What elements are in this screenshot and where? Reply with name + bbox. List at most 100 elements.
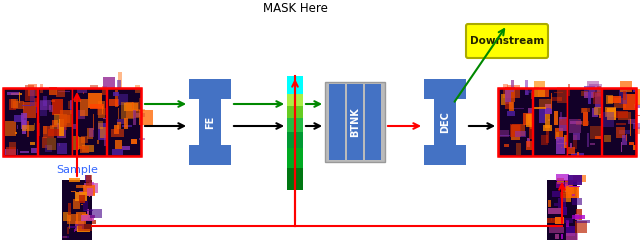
Bar [40,84,43,93]
Text: MASK Here: MASK Here [262,2,328,16]
Bar [570,122,582,124]
Bar [578,119,580,120]
Bar [633,145,636,150]
Bar [424,79,466,99]
Bar [5,121,17,136]
Bar [50,125,63,129]
Bar [573,175,586,182]
Bar [122,146,130,150]
Bar [17,125,19,129]
Bar [38,88,72,156]
Bar [106,88,141,156]
Bar [424,145,466,165]
Bar [564,142,575,145]
Bar [15,132,17,134]
Text: DEC: DEC [440,111,450,133]
Bar [31,148,41,152]
Bar [515,131,526,137]
Bar [92,220,96,224]
Bar [62,180,92,240]
Bar [98,101,104,118]
Bar [72,88,106,156]
Bar [545,104,552,114]
Bar [606,110,609,116]
Bar [614,98,627,108]
Bar [287,132,303,148]
Bar [49,132,52,133]
Bar [509,102,513,111]
Bar [6,92,19,95]
Bar [56,89,65,97]
Bar [68,102,81,110]
Bar [25,85,34,101]
Bar [28,84,36,96]
Bar [551,97,562,101]
Bar [133,109,145,111]
Bar [635,115,640,116]
Bar [84,210,93,212]
Bar [547,180,577,240]
Bar [112,149,123,155]
Bar [572,194,575,196]
Bar [3,88,37,156]
Bar [504,144,509,147]
Bar [534,81,545,98]
Bar [122,125,132,127]
Bar [510,124,521,137]
Bar [556,174,569,182]
Bar [11,99,18,108]
Text: Sample: Sample [56,165,98,175]
Bar [115,141,122,149]
Bar [102,118,108,119]
Bar [73,136,79,151]
Bar [528,90,537,93]
Bar [499,130,509,137]
Bar [568,175,582,185]
Bar [51,100,55,102]
Bar [68,203,70,215]
Bar [35,88,46,89]
Bar [607,108,616,120]
Bar [590,126,604,139]
Bar [559,112,562,122]
Bar [547,99,548,100]
Bar [566,220,568,227]
Bar [85,175,92,182]
Bar [77,229,90,232]
Bar [506,90,511,103]
Bar [43,126,47,134]
Bar [82,215,91,220]
Bar [19,92,20,103]
Bar [531,91,541,99]
Bar [588,92,591,104]
Bar [117,80,122,88]
Bar [634,89,636,92]
Bar [616,127,625,138]
Bar [634,104,640,108]
Bar [556,182,569,188]
Bar [56,122,67,138]
Bar [558,198,566,208]
Bar [534,87,539,97]
Bar [635,89,640,105]
Bar [572,215,585,219]
Bar [599,114,604,118]
Bar [102,106,103,114]
Bar [570,143,572,148]
Bar [3,88,141,156]
Bar [554,111,558,125]
Bar [21,113,28,129]
Bar [58,143,67,154]
Bar [34,98,41,107]
Bar [526,114,533,127]
Bar [23,102,36,118]
Bar [3,88,37,156]
Bar [121,102,134,119]
Bar [103,77,115,88]
Bar [9,99,16,110]
Bar [567,221,570,223]
Bar [325,82,385,162]
Bar [76,221,84,231]
Bar [28,121,29,137]
Bar [59,119,67,130]
